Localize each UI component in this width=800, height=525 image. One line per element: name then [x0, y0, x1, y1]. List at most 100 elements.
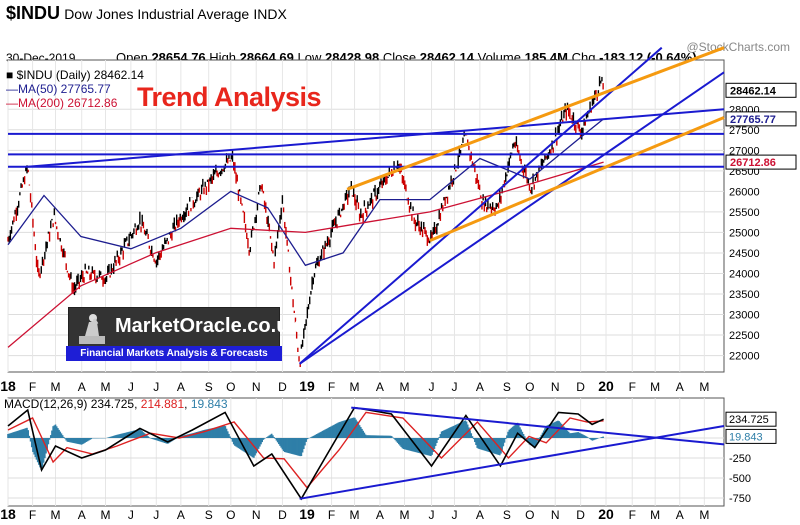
price-y-tick-label: 27500: [729, 125, 760, 137]
price-trendline-blue: [299, 71, 725, 365]
price-tag-ma50: 27765.77: [730, 114, 776, 126]
legend-price-text: $INDU (Daily) 28462.14: [16, 68, 144, 82]
macd-x-tick-label: F: [29, 508, 36, 522]
macd-x-tick-label: F: [629, 508, 636, 522]
x-tick-label: J: [128, 380, 134, 394]
macd-x-tick-label: N: [551, 508, 560, 522]
macd-x-tick-label: M: [350, 508, 360, 522]
x-tick-label: A: [376, 380, 384, 394]
macd-x-tick-label: A: [78, 508, 86, 522]
macd-x-tick-label: J: [128, 508, 134, 522]
macd-x-tick-label: D: [576, 508, 585, 522]
price-y-tick-label: 27000: [729, 145, 760, 157]
macd-tag-hist: 19.843: [729, 431, 763, 443]
price-trendline-orange: [429, 116, 725, 243]
macd-legend-hist: 19.843: [190, 397, 228, 411]
macd-x-tick-label: O: [226, 508, 235, 522]
x-tick-label: M: [650, 380, 660, 394]
x-axis-band: [0, 374, 800, 394]
macd-trendline: [351, 406, 725, 446]
macd-x-tick-label: 19: [299, 506, 315, 522]
ticker-title: $INDU Dow Jones Industrial Average INDX: [6, 3, 287, 24]
macd-y-tick-label: -750: [729, 493, 751, 505]
x-tick-label: 20: [598, 378, 614, 394]
macd-x-tick-label: A: [476, 508, 484, 522]
ma50-line: [7, 118, 605, 267]
logo-tagline: Financial Markets Analysis & Forecasts: [66, 346, 282, 361]
price-trendline-blue: [298, 46, 663, 365]
x-tick-label: F: [29, 380, 36, 394]
legend-ma200-text: MA(200) 26712.86: [18, 96, 118, 110]
x-tick-label: J: [429, 380, 435, 394]
price-y-tick-label: 24500: [729, 248, 760, 260]
macd-x-tick-label: D: [278, 508, 287, 522]
price-y-tick-label: 25500: [729, 207, 760, 219]
macd-x-tick-label: A: [177, 508, 185, 522]
macd-legend-signal: 214.881: [140, 397, 185, 411]
ticker-symbol: $INDU: [6, 3, 61, 23]
price-y-tick-label: 25000: [729, 227, 760, 239]
legend-ma50: —MA(50) 27765.77: [6, 82, 111, 96]
price-y-tick-label: 23000: [729, 310, 760, 322]
macd-x-tick-label: F: [328, 508, 335, 522]
macd-x-tick-label: J: [153, 508, 159, 522]
price-trendline-blue: [27, 108, 725, 168]
ma200-line: [7, 161, 604, 348]
x-tick-label: S: [503, 380, 511, 394]
x-tick-label: N: [551, 380, 560, 394]
macd-x-tick-label: M: [400, 508, 410, 522]
x-tick-label: O: [525, 380, 534, 394]
x-tick-label: A: [476, 380, 484, 394]
x-tick-label: A: [177, 380, 185, 394]
marketoracle-logo: MarketOracle.co.uk Financial Markets Ana…: [66, 301, 300, 365]
x-tick-label: 18: [0, 378, 16, 394]
price-trendline-orange: [346, 46, 725, 191]
macd-panel-frame: [7, 397, 725, 507]
x-tick-label: M: [51, 380, 61, 394]
macd-x-tick-label: M: [650, 508, 660, 522]
legend-price: ■ $INDU (Daily) 28462.14: [6, 68, 144, 82]
x-tick-label: O: [226, 380, 235, 394]
macd-x-tick-label: M: [51, 508, 61, 522]
index-name: Dow Jones Industrial Average: [64, 6, 250, 22]
macd-signal-line: [7, 411, 604, 489]
macd-tag-value-box: [725, 411, 777, 427]
price-tag-ma50-box: [725, 111, 797, 127]
macd-tag-value: 234.725: [729, 414, 769, 426]
macd-x-tick-label: N: [252, 508, 261, 522]
thinker-statue-icon: [79, 314, 105, 344]
price-y-tick-label: 23500: [729, 289, 760, 301]
legend-ma200: —MA(200) 26712.86: [6, 96, 118, 110]
x-tick-label: D: [576, 380, 585, 394]
logo-name: MarketOracle.co.uk: [115, 315, 300, 337]
legend-ma50-text: MA(50) 27765.77: [18, 82, 111, 96]
x-tick-label: D: [278, 380, 287, 394]
macd-y-tick-label: -500: [729, 473, 751, 485]
x-tick-label: F: [328, 380, 335, 394]
macd-legend-label: MACD(12,26,9): [4, 397, 88, 411]
x-tick-label: F: [629, 380, 636, 394]
price-tag-ma200: 26712.86: [730, 157, 776, 169]
price-tag-ma200-box: [725, 154, 797, 170]
chart-legend: ■ $INDU (Daily) 28462.14 —MA(50) 27765.7…: [6, 68, 144, 110]
macd-x-tick-label: A: [376, 508, 384, 522]
x-tick-label: S: [205, 380, 213, 394]
price-bars: [7, 76, 604, 368]
macd-x-tick-label: O: [525, 508, 534, 522]
macd-tag-hist-box: [725, 428, 777, 444]
macd-x-tick-label: A: [676, 508, 684, 522]
x-tick-label: N: [252, 380, 261, 394]
trend-analysis-title: Trend Analysis: [137, 82, 322, 112]
x-tick-label: A: [78, 380, 86, 394]
price-tag-close-box: [725, 82, 797, 98]
price-y-tick-label: 24000: [729, 268, 760, 280]
exchange-label: INDX: [253, 6, 287, 22]
x-tick-label: J: [153, 380, 159, 394]
macd-x-tick-label: M: [699, 508, 709, 522]
x-tick-label: 19: [299, 378, 315, 394]
logo-box: MarketOracle.co.uk: [68, 307, 300, 349]
x-tick-label: M: [350, 380, 360, 394]
macd-x-tick-label: S: [205, 508, 213, 522]
macd-legend: MACD(12,26,9) 234.725, 214.881, 19.843: [4, 397, 228, 411]
